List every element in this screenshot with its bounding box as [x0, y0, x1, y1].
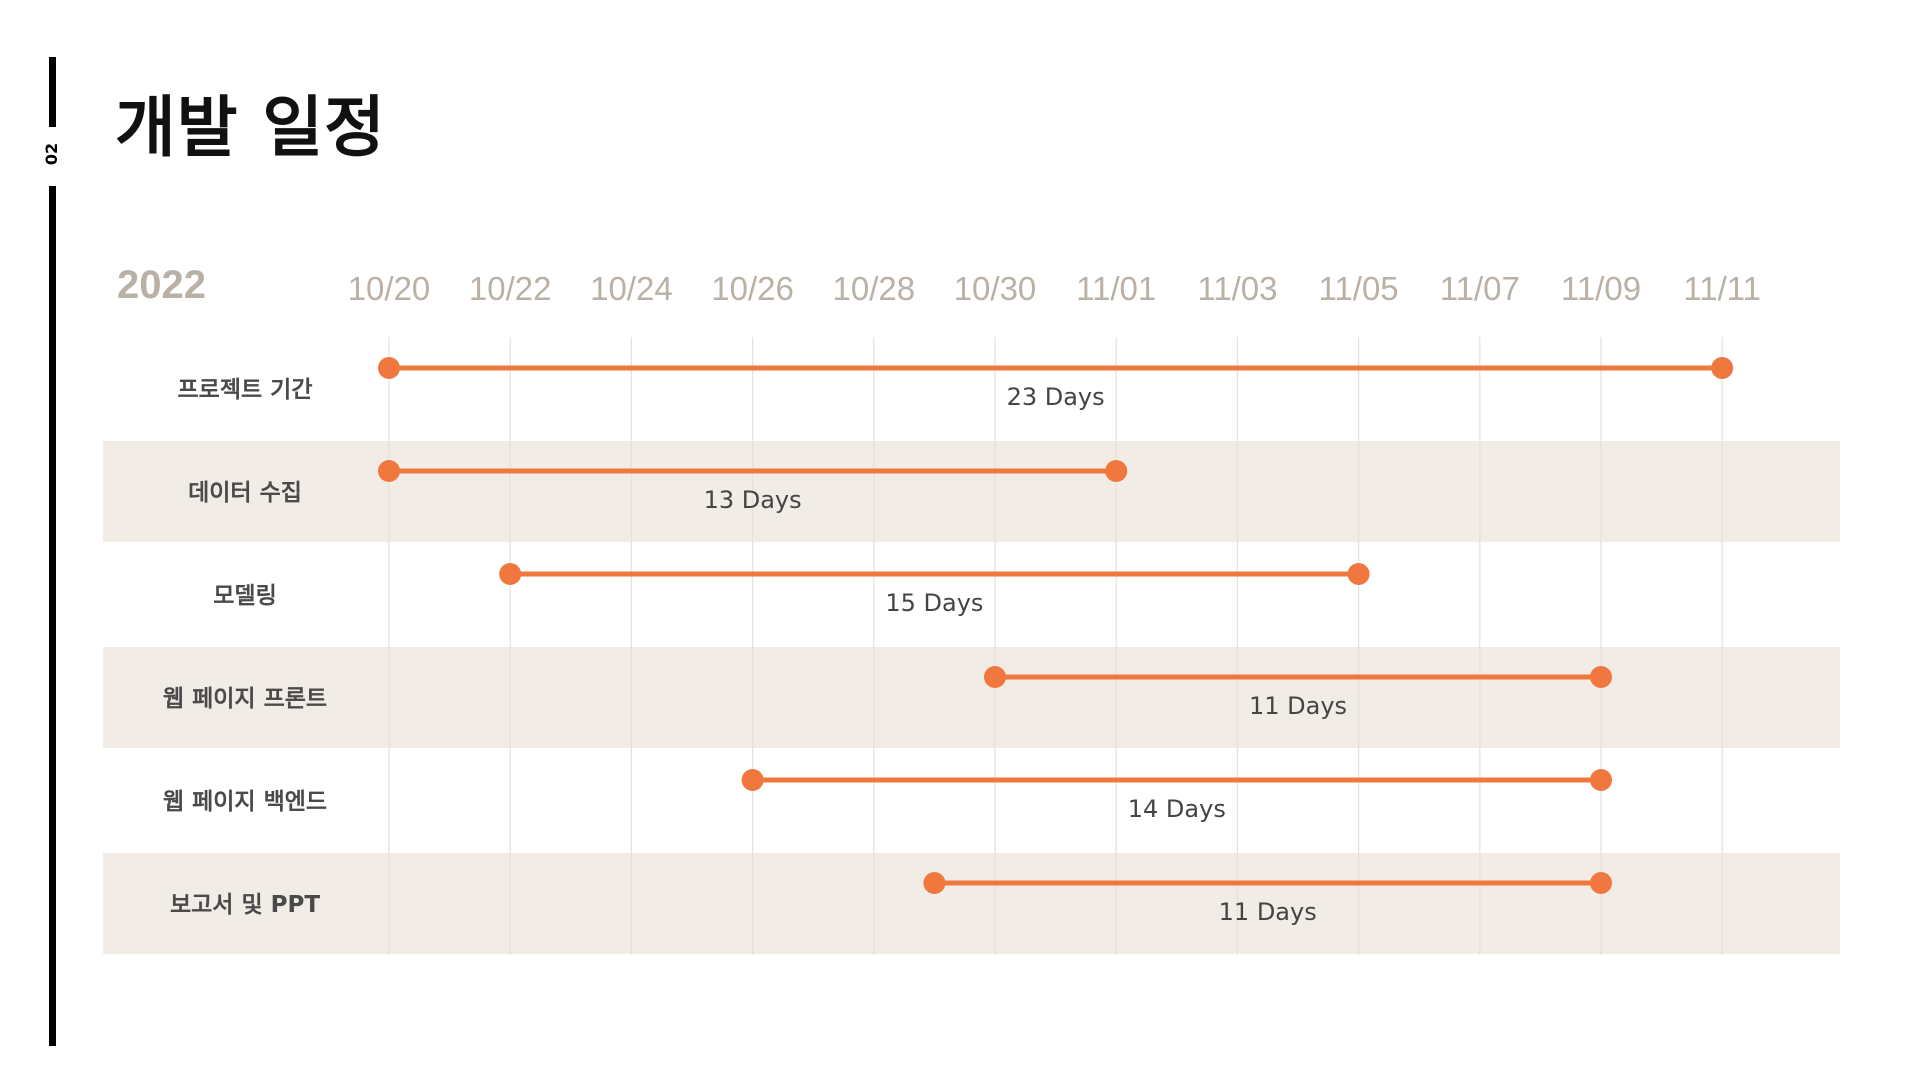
date-label: 10/24: [590, 270, 673, 307]
task-label: 보고서 및 PPT: [170, 892, 320, 918]
task-start-marker: [499, 563, 522, 585]
task-label: 웹 페이지 프론트: [163, 686, 327, 712]
date-label: 11/01: [1076, 270, 1156, 307]
task-label: 웹 페이지 백엔드: [163, 789, 327, 815]
date-label: 11/11: [1683, 270, 1761, 307]
date-label: 10/30: [954, 270, 1037, 307]
date-label: 10/26: [711, 270, 794, 307]
task-start-marker: [741, 769, 764, 791]
task-end-marker: [1590, 872, 1612, 894]
task-start-marker: [923, 872, 946, 894]
task-end-marker: [1590, 666, 1612, 688]
date-label: 11/09: [1561, 270, 1641, 307]
date-label: 11/05: [1319, 270, 1399, 307]
row-stripe: [103, 441, 1840, 542]
task-label: 프로젝트 기간: [178, 377, 313, 403]
duration-label: 11 Days: [1249, 692, 1347, 720]
task-end-marker: [1711, 357, 1734, 379]
date-label: 10/28: [833, 270, 916, 307]
task-start-marker: [378, 460, 400, 482]
date-label: 11/07: [1440, 270, 1520, 307]
duration-label: 13 Days: [704, 486, 802, 514]
date-label: 10/22: [469, 270, 552, 307]
row-stripe: [103, 647, 1840, 748]
accent-bar-top: [49, 57, 56, 127]
duration-label: 11 Days: [1219, 898, 1317, 926]
task-start-marker: [378, 357, 400, 379]
task-end-marker: [1105, 460, 1128, 482]
task-label: 데이터 수집: [188, 480, 302, 506]
accent-bar-bottom: [49, 186, 56, 1046]
task-label: 모델링: [213, 583, 276, 609]
task-end-marker: [1347, 563, 1370, 585]
task-start-marker: [984, 666, 1006, 688]
row-stripe: [103, 853, 1840, 954]
duration-label: 23 Days: [1007, 383, 1105, 411]
duration-label: 15 Days: [885, 589, 983, 617]
task-end-marker: [1590, 769, 1612, 791]
date-label: 11/03: [1197, 270, 1277, 307]
page-title: 개발 일정: [115, 89, 386, 166]
year-label: 2022: [117, 263, 206, 307]
duration-label: 14 Days: [1128, 795, 1226, 823]
date-label: 10/20: [348, 270, 431, 307]
